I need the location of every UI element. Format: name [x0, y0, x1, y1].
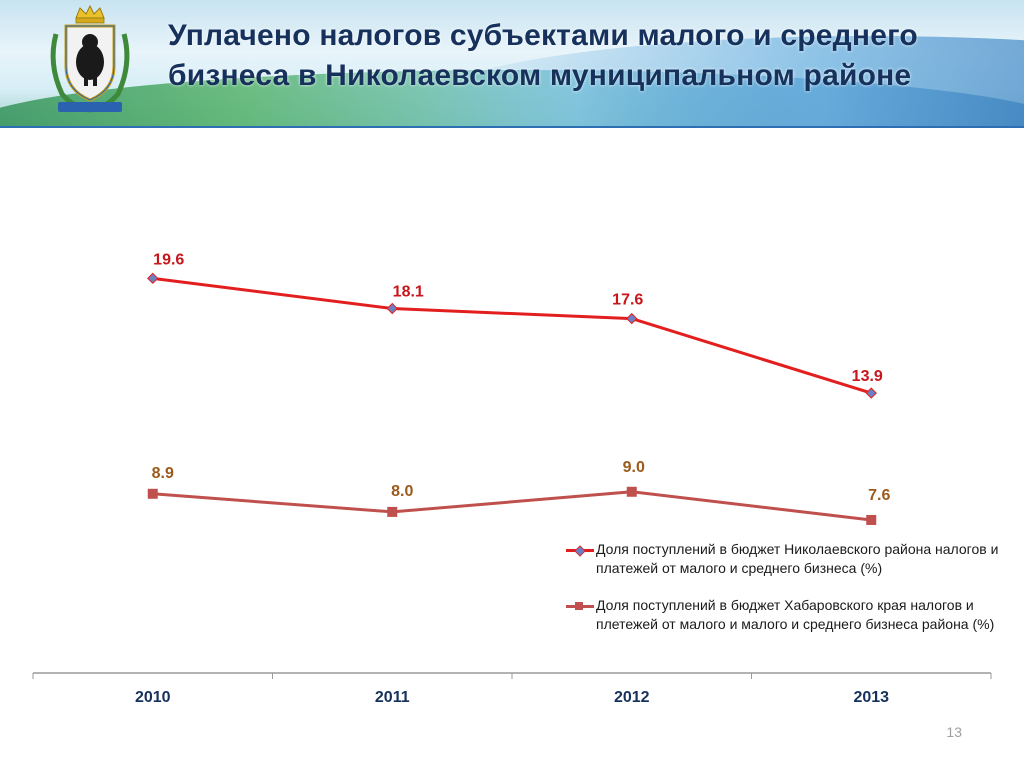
slide-title: Уплачено налогов субъектами малого и сре…: [168, 16, 1018, 96]
data-label-series-1: 18.1: [393, 284, 424, 301]
header-banner: Уплачено налогов субъектами малого и сре…: [0, 0, 1024, 128]
banner-divider: [0, 126, 1024, 128]
data-label-series-1: 13.9: [852, 368, 883, 385]
title-line-1: Уплачено налогов субъектами малого и сре…: [168, 19, 918, 52]
legend-entry-khabarovsk: Доля поступлений в бюджет Хабаровского к…: [566, 596, 1006, 634]
legend-swatch-series-2: [566, 602, 594, 610]
data-label-series-1: 17.6: [612, 292, 643, 309]
data-point-series-1: [386, 302, 398, 315]
data-point-series-2: [866, 514, 877, 525]
data-point-series-1: [626, 312, 638, 325]
data-point-series-2: [147, 488, 158, 499]
x-tick-label-2010: 2010: [135, 689, 171, 706]
data-point-series-1: [147, 272, 159, 285]
series-line-2: [152, 490, 872, 522]
chart-legend: Доля поступлений в бюджет Николаевского …: [566, 540, 1006, 652]
data-label-series-2: 7.6: [868, 487, 890, 504]
page-number: 13: [946, 724, 962, 740]
data-point-series-1: [865, 387, 877, 399]
legend-label-series-2: Доля поступлений в бюджет Хабаровского к…: [596, 597, 995, 632]
coat-of-arms-emblem: [50, 4, 130, 113]
x-tick-label-2011: 2011: [375, 689, 410, 706]
data-point-series-2: [626, 486, 637, 497]
data-label-series-1: 19.6: [153, 251, 184, 268]
x-tick-label-2012: 2012: [614, 689, 650, 706]
series-line-1: [152, 276, 872, 395]
data-label-series-2: 9.0: [623, 459, 645, 476]
data-label-series-2: 8.9: [152, 465, 174, 482]
legend-swatch-series-1: [566, 545, 594, 557]
x-tick-label-2013: 2013: [853, 689, 889, 706]
line-chart: 2010 2011 2012 2013 19.6 18.1 17.6 13.9 8.9 8.0 9.…: [32, 251, 992, 706]
legend-entry-nikolaevsk: Доля поступлений в бюджет Николаевского …: [566, 540, 1006, 578]
data-label-series-2: 8.0: [391, 483, 413, 500]
data-point-series-2: [387, 506, 398, 517]
legend-label-series-1: Доля поступлений в бюджет Николаевского …: [596, 541, 999, 576]
title-line-2: бизнеса в Николаевском муниципальном рай…: [168, 59, 912, 92]
